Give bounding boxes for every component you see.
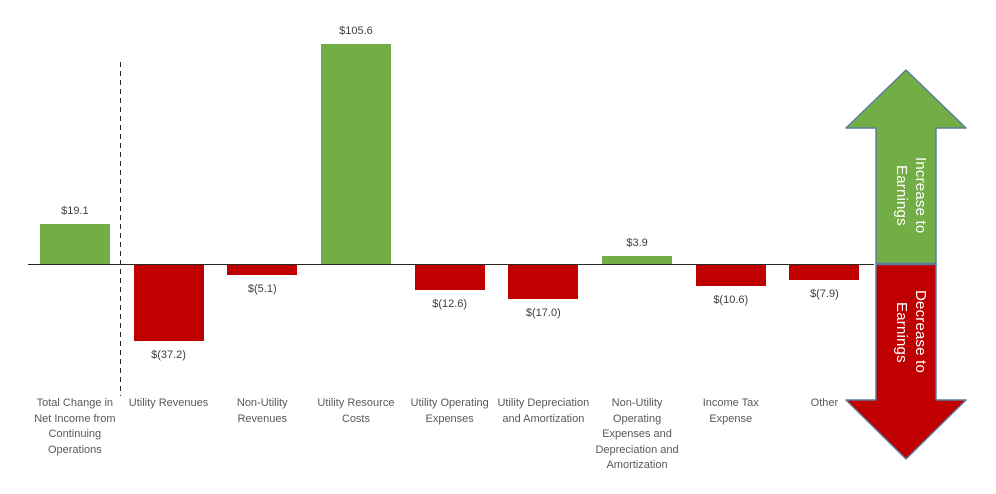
value-label: $(17.0) [525, 307, 561, 320]
value-label: $105.6 [339, 25, 373, 38]
category-label: Non-Utility Operating Expenses and Depre… [595, 397, 679, 471]
bar [227, 264, 298, 275]
bar [695, 264, 766, 287]
category-label: Utility Operating Expenses [410, 397, 489, 425]
value-label: $(37.2) [151, 349, 186, 362]
bar [414, 264, 485, 291]
value-label: $3.9 [626, 236, 648, 249]
value-label: $(10.6) [713, 294, 749, 307]
bar [602, 255, 673, 264]
category-separator-dashed-line [120, 62, 121, 396]
zero-axis-line [28, 263, 874, 265]
value-label: $(7.9) [810, 288, 839, 301]
value-label: $(5.1) [247, 282, 277, 295]
category-label: Utility Depreciation and Amortization [497, 397, 590, 425]
up-arrow-icon [845, 69, 967, 265]
category-label: Other [810, 397, 839, 409]
category-label: Total Change in Net Income from Continui… [34, 397, 116, 456]
bar [39, 224, 110, 264]
increase-arrow-label: Increase to Earnings [893, 157, 929, 234]
bar [508, 264, 579, 300]
category-label: Utility Resource Costs [317, 397, 395, 425]
bar [320, 44, 391, 264]
down-arrow-icon [845, 263, 967, 460]
decrease-arrow-label: Decrease to Earnings [893, 290, 929, 374]
value-label: $19.1 [61, 205, 89, 218]
category-label: Non-Utility Revenues [236, 397, 288, 425]
bar [789, 264, 860, 281]
category-label: Income Tax Expense [702, 397, 759, 425]
value-label: $(12.6) [432, 298, 468, 311]
earnings-direction-arrows [845, 69, 967, 460]
category-label: Utility Revenues [128, 397, 209, 409]
bar [133, 264, 204, 342]
